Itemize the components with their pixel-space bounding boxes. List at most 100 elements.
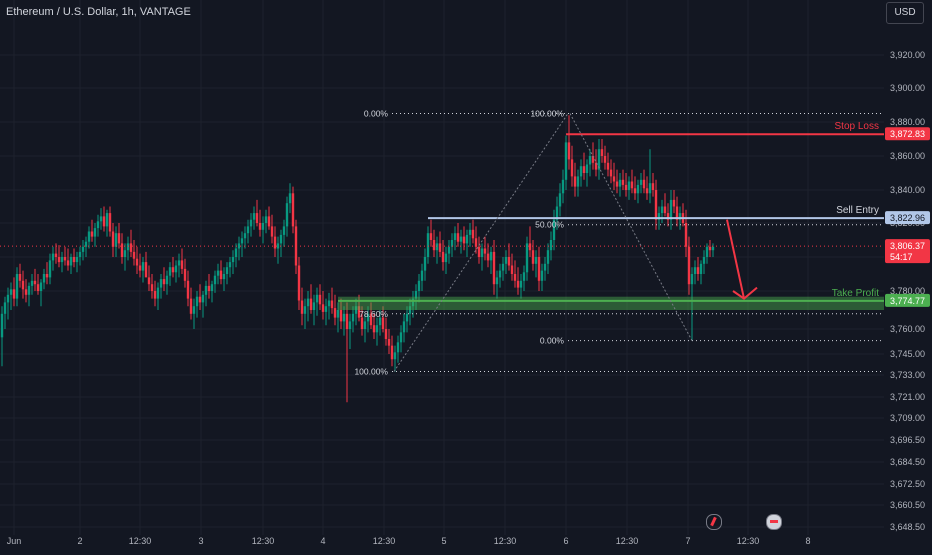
- candle-body: [387, 339, 391, 346]
- price-tick-label: 3,920.00: [890, 50, 925, 60]
- candle-body: [48, 260, 52, 278]
- candle-body: [306, 298, 310, 307]
- candle-body: [144, 262, 148, 278]
- candle-body: [210, 284, 214, 291]
- candle-body: [435, 243, 439, 251]
- candle-body: [75, 257, 79, 263]
- candle-body: [84, 241, 88, 247]
- flag-icon[interactable]: [766, 514, 782, 530]
- candle-body: [543, 263, 547, 271]
- fib-left-label: 100.00%: [354, 367, 388, 377]
- candle-body: [696, 267, 700, 274]
- price-tick-label: 3,696.50: [890, 435, 925, 445]
- candle-body: [588, 156, 592, 165]
- time-tick-label: 2: [77, 536, 82, 546]
- candle-body: [672, 199, 676, 207]
- candle-body: [285, 203, 289, 227]
- candle-body: [660, 206, 664, 214]
- candle-body: [690, 274, 694, 285]
- candle-body: [321, 304, 325, 312]
- candle-body: [468, 229, 472, 235]
- sell-arrow-head: [732, 286, 758, 300]
- candle-body: [21, 280, 25, 290]
- candle-body: [657, 213, 661, 220]
- candle-body: [528, 243, 532, 251]
- candle-body: [69, 257, 73, 266]
- candle-body: [309, 298, 313, 310]
- candle-body: [399, 332, 403, 343]
- candle-body: [642, 179, 646, 189]
- time-tick-label: 12:30: [616, 536, 639, 546]
- candle-body: [333, 308, 337, 318]
- candle-body: [498, 270, 502, 278]
- candle-body: [78, 251, 82, 257]
- time-tick-label: 12:30: [373, 536, 396, 546]
- candle-body: [279, 234, 283, 244]
- candle-body: [327, 300, 331, 307]
- candle-body: [66, 260, 70, 266]
- lightning-icon[interactable]: [706, 514, 722, 530]
- candle-body: [165, 275, 169, 285]
- candle-body: [630, 181, 634, 189]
- candle-body: [687, 246, 691, 285]
- candle-body: [465, 234, 469, 244]
- candle-body: [135, 258, 139, 266]
- candle-body: [441, 251, 445, 263]
- candle-body: [183, 268, 187, 281]
- candle-body: [636, 184, 640, 194]
- time-tick-label: 12:30: [129, 536, 152, 546]
- candle-body: [408, 306, 412, 314]
- candle-body: [246, 226, 250, 234]
- candle-body: [189, 298, 193, 314]
- candle-body: [348, 321, 352, 329]
- candle-body: [105, 213, 109, 227]
- sell-entry-tag-text: 3,822.96: [890, 213, 925, 223]
- candle-body: [411, 298, 415, 307]
- candle-body: [597, 149, 601, 170]
- candle-body: [99, 216, 103, 222]
- candle-body: [240, 238, 244, 244]
- candle-body: [198, 296, 202, 303]
- candle-body: [531, 250, 535, 264]
- candle-body: [303, 306, 307, 314]
- candle-body: [438, 243, 442, 252]
- fib-left-label: 78.60%: [359, 309, 388, 319]
- candle-body: [402, 321, 406, 333]
- candle-body: [708, 246, 712, 251]
- candle-body: [351, 313, 355, 322]
- candle-body: [606, 162, 610, 170]
- candle-body: [315, 294, 319, 303]
- sell-entry-label: Sell Entry: [836, 205, 879, 216]
- candle-body: [243, 233, 247, 239]
- candle-body: [180, 260, 184, 269]
- candle-body: [153, 291, 157, 299]
- fib-left-label: 0.00%: [364, 109, 389, 119]
- candle-body: [102, 216, 106, 227]
- candle-body: [357, 306, 361, 318]
- price-tick-label: 3,760.00: [890, 324, 925, 334]
- candle-body: [168, 267, 172, 276]
- candle-body: [504, 257, 508, 264]
- candle-body: [375, 325, 379, 333]
- candle-body: [612, 176, 616, 182]
- candle-body: [18, 274, 22, 281]
- candle-body: [264, 216, 268, 223]
- candle-body: [159, 279, 163, 288]
- candle-body: [573, 176, 577, 187]
- candle-body: [684, 223, 688, 247]
- candle-body: [705, 246, 709, 257]
- fib-left-trend: [393, 113, 569, 372]
- candle-body: [390, 345, 394, 360]
- countdown-text: 54:17: [890, 252, 913, 262]
- candle-body: [213, 275, 217, 285]
- candle-body: [255, 213, 259, 223]
- candle-body: [567, 142, 571, 160]
- candle-body: [522, 272, 526, 281]
- candle-body: [711, 246, 715, 251]
- candle-body: [603, 156, 607, 163]
- currency-button[interactable]: USD: [886, 2, 924, 24]
- candle-body: [132, 251, 136, 259]
- candle-body: [54, 253, 58, 257]
